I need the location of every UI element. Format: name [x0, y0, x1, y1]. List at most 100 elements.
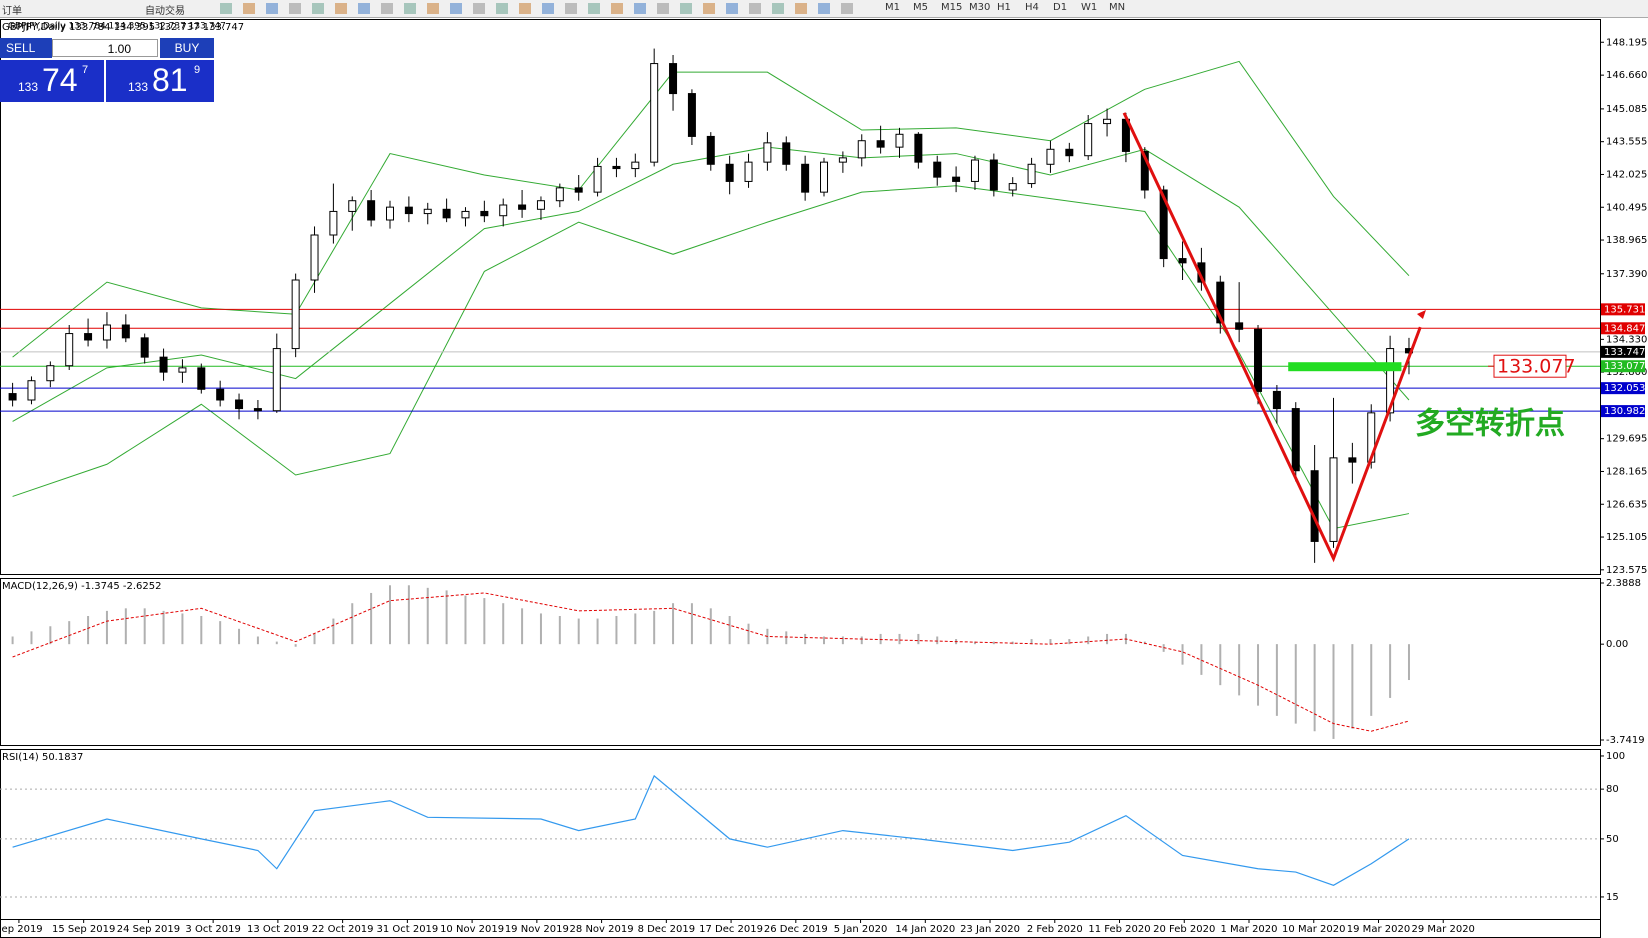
candle-body [1329, 457, 1338, 542]
toolbar-icon[interactable] [795, 3, 807, 14]
toolbar-icon[interactable] [519, 3, 531, 14]
candle-body [8, 393, 17, 401]
candle-body [1310, 470, 1319, 542]
x-tick-label: 26 Dec 2019 [764, 924, 828, 935]
candle-body [386, 206, 394, 221]
toolbar-icon[interactable] [588, 3, 600, 14]
volume-input[interactable]: 1.00 [52, 39, 158, 57]
y-tick-label: 2.3888 [1606, 578, 1641, 589]
pane-frame [0, 749, 1601, 920]
candle-body [1046, 148, 1055, 165]
pane: RSI(14) 50.1837 100 80 50 15 [0, 751, 1625, 903]
buy-button[interactable]: BUY [160, 38, 214, 58]
candle-body [669, 63, 678, 95]
candle-body [1348, 457, 1357, 463]
timeframe[interactable]: M1 [885, 2, 900, 13]
candle-body [423, 208, 432, 215]
x-tick-label: 20 Feb 2020 [1153, 924, 1215, 935]
toolbar-icon[interactable] [657, 3, 669, 14]
toolbar-icon[interactable] [358, 3, 370, 14]
y-tick-label: -3.7419 [1606, 735, 1645, 746]
timeframe[interactable]: H4 [1025, 2, 1039, 13]
timeframe[interactable]: W1 [1081, 2, 1098, 13]
toolbar-icon[interactable] [312, 3, 324, 14]
x-tick-label: 19 Mar 2020 [1347, 924, 1410, 935]
toolbar-icon[interactable] [381, 3, 393, 14]
toolbar-icon[interactable] [634, 3, 646, 14]
candle-body [140, 337, 149, 358]
rsi-line [12, 774, 1410, 886]
toolbar-icon[interactable] [289, 3, 301, 14]
toolbar-icon[interactable] [818, 3, 830, 14]
timeframe[interactable]: MN [1109, 2, 1126, 13]
pane-title: RSI(14) 50.1837 [2, 752, 83, 763]
y-tick-label: 128.165 [1606, 466, 1647, 477]
timeframe[interactable]: M15 [941, 2, 963, 13]
pane: GBPJPY,Daily 133.784 134.395 132.737 133… [0, 22, 1647, 935]
candle-body [216, 388, 225, 401]
timeframe[interactable]: M5 [913, 2, 928, 13]
toolbar-icon[interactable] [772, 3, 784, 14]
candle-body [725, 163, 734, 182]
candle-body [480, 210, 489, 217]
candle-body [820, 161, 829, 193]
x-tick-label: 19 Nov 2019 [505, 924, 569, 935]
candle-body [404, 206, 413, 215]
x-tick-label: 13 Oct 2019 [247, 924, 309, 935]
toolbar-icon[interactable] [542, 3, 554, 14]
toolbar-icon[interactable] [565, 3, 577, 14]
pane-frame [0, 578, 1601, 746]
toolbar-icon[interactable] [335, 3, 347, 14]
candle-body [1386, 348, 1395, 414]
level-label: 135.731 [1604, 304, 1645, 315]
toolbar-label[interactable]: 自动交易 [145, 6, 185, 17]
toolbar-icon[interactable] [611, 3, 623, 14]
y-tick-label: 145.085 [1606, 104, 1647, 115]
sell-price[interactable]: 133 74 7 [0, 60, 104, 102]
pane: MACD(12,26,9) -1.3745 -2.6252 2.3888 0.00 -… [2, 578, 1645, 746]
pane-title: GBPJPY,Daily 133.784 134.395 132.737 133… [2, 22, 244, 33]
x-tick-label: 8 Dec 2019 [638, 924, 696, 935]
level-tag [1601, 405, 1645, 418]
bollinger-band [12, 146, 1410, 422]
candle-body [631, 161, 640, 170]
level-tag [1601, 303, 1645, 316]
timeframe[interactable]: H1 [997, 2, 1011, 13]
level-label: 133.747 [1604, 347, 1645, 358]
x-tick-label: 15 Sep 2019 [52, 924, 115, 935]
toolbar-icon[interactable] [243, 3, 255, 14]
toolbar-icon[interactable] [473, 3, 485, 14]
toolbar-icon[interactable] [749, 3, 761, 14]
candle-body [499, 204, 508, 217]
toolbar: 订单 自动交易 M1 M5 M15 M30 H1 H4 D1 W1 MN [0, 0, 1648, 18]
toolbar-icon[interactable] [680, 3, 692, 14]
price-tag: 133.077 [1497, 356, 1576, 378]
timeframe[interactable]: D1 [1053, 2, 1068, 13]
candle-body [178, 367, 187, 373]
x-tick-label: 14 Jan 2020 [895, 924, 955, 935]
toolbar-icon[interactable] [841, 3, 853, 14]
y-tick-label: 0.00 [1606, 639, 1628, 650]
y-tick-label: 134.330 [1606, 334, 1647, 345]
candle-body [461, 210, 470, 219]
plot [11, 585, 1410, 739]
candle-body [518, 204, 527, 210]
toolbar-icon[interactable] [703, 3, 715, 14]
y-tick-label: 100 [1606, 751, 1625, 762]
timeframe[interactable]: M30 [969, 2, 991, 13]
candle-body [914, 133, 923, 163]
toolbar-icon[interactable] [427, 3, 439, 14]
toolbar-icon[interactable] [266, 3, 278, 14]
level-tag [1601, 382, 1645, 395]
buy-price[interactable]: 133 81 9 [106, 60, 214, 102]
x-tick-label: 28 Nov 2019 [570, 924, 634, 935]
toolbar-label[interactable]: 订单 [2, 6, 22, 17]
toolbar-icon[interactable] [404, 3, 416, 14]
candle-body [46, 365, 55, 382]
toolbar-icon[interactable] [496, 3, 508, 14]
sell-button[interactable]: SELL [0, 38, 52, 58]
toolbar-icon[interactable] [450, 3, 462, 14]
toolbar-icon[interactable] [726, 3, 738, 14]
toolbar-icon[interactable] [220, 3, 232, 14]
x-tick-label: 24 Sep 2019 [117, 924, 180, 935]
